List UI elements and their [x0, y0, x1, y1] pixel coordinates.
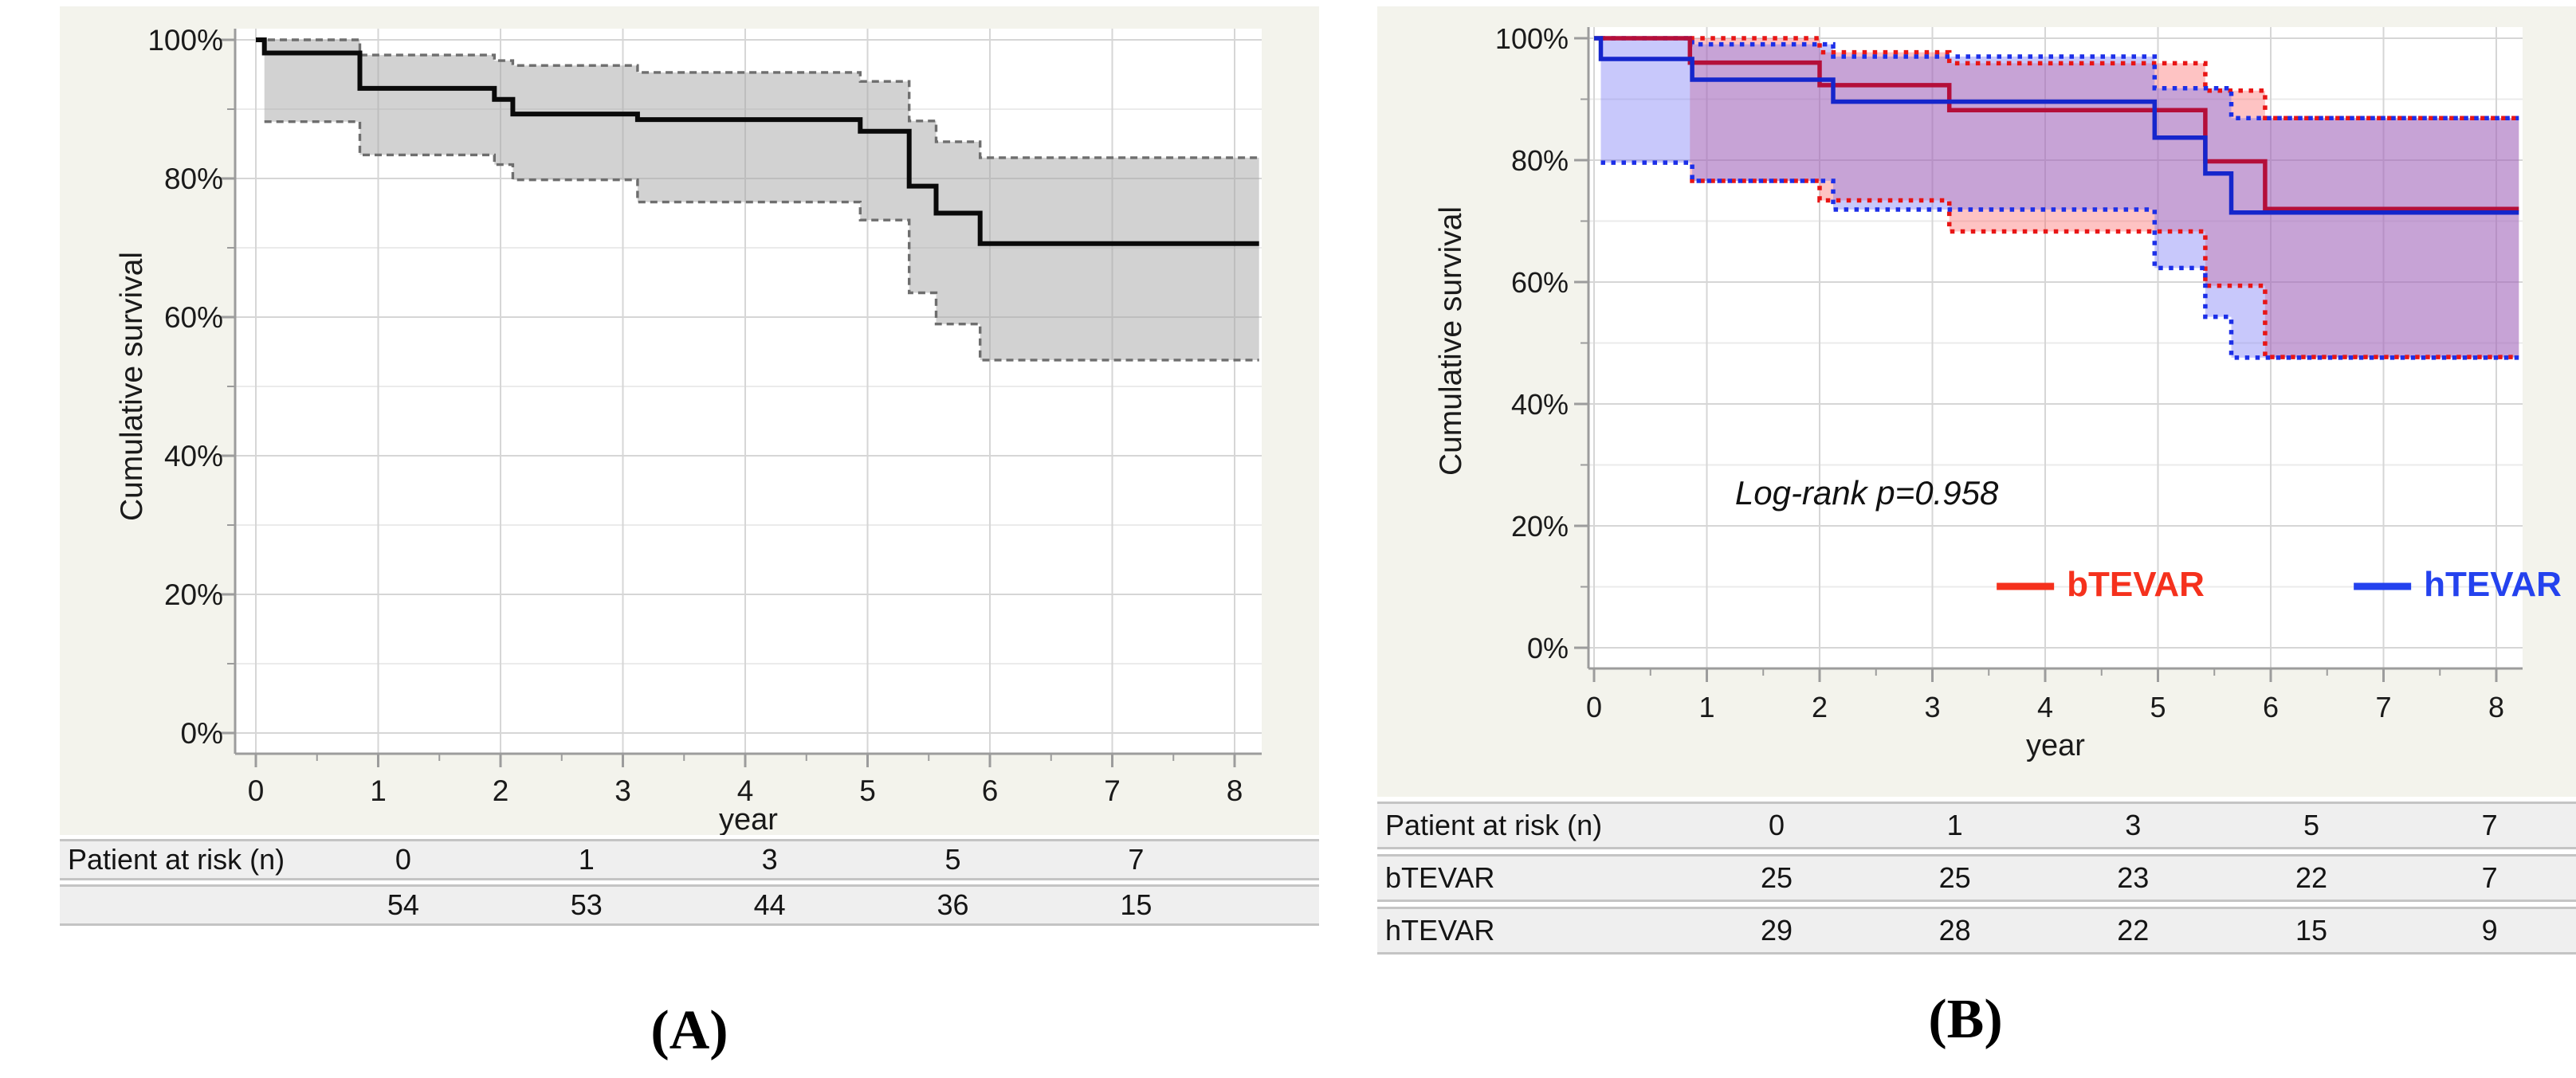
- axes: [221, 29, 1262, 767]
- risk-row-label: hTEVAR: [1385, 914, 1495, 947]
- legend-label-htevar: hTEVAR: [2424, 565, 2562, 604]
- survival-curve-all patients: [256, 37, 1259, 246]
- x-tick-label: 1: [370, 774, 387, 807]
- y-tick-label: 40%: [1511, 388, 1569, 421]
- y-tick-label: 60%: [1511, 266, 1569, 299]
- risk-count-cell: 54: [387, 888, 419, 921]
- risk-count-cell: 1: [1946, 809, 1963, 841]
- x-tick-label: 4: [737, 774, 754, 807]
- major-gridlines: [1588, 27, 2523, 668]
- risk-count-cell: 36: [937, 888, 969, 921]
- x-tick-label: 4: [2037, 691, 2053, 723]
- x-tick-label: 6: [2263, 691, 2279, 723]
- x-tick-label: 8: [1227, 774, 1243, 807]
- risk-count-cell: 3: [2125, 809, 2142, 841]
- panel-b: 0% 20% 40% 60% 80% 100% 0 1 2 3 4 5 6 7 8 year Cumulativ…: [1355, 6, 2576, 1052]
- risk-count-cell: 0: [395, 843, 411, 876]
- x-tick-label: 6: [982, 774, 999, 807]
- risk-count-cell: 22: [2295, 861, 2327, 894]
- y-tick-label: 80%: [1511, 144, 1569, 177]
- ci-upper-btevar: [1690, 36, 2519, 120]
- ci-lower-btevar: [1690, 178, 2519, 359]
- risk-count-cell: 44: [753, 888, 786, 921]
- risk-table-row: 54 53 44 36 15: [60, 884, 1319, 926]
- risk-count-cell: 53: [570, 888, 603, 921]
- x-tick-label: 2: [493, 774, 509, 807]
- risk-count-cell: 7: [2481, 809, 2498, 841]
- risk-count-cell: 28: [1938, 914, 1971, 947]
- x-tick-label: 1: [1698, 691, 1714, 723]
- km-plot-a: 0% 20% 40% 60% 80% 100% 0 1 2 3 4 5 6 7 8 year Cumulativ…: [60, 6, 1319, 835]
- ci-lower-all patients: [264, 120, 1259, 362]
- x-tick-label: 2: [1812, 691, 1828, 723]
- risk-table-row: Patient at risk (n) 0 1 3 5 7: [60, 839, 1319, 880]
- risk-count-cell: 1: [578, 843, 595, 876]
- risk-table-row: Patient at risk (n) 0 1 3 5 7: [1377, 802, 2576, 849]
- y-axis-title: Cumulative survival: [1434, 206, 1468, 476]
- risk-count-cell: 9: [2481, 914, 2498, 947]
- risk-count-cell: 29: [1760, 914, 1793, 947]
- risk-count-cell: 23: [2117, 861, 2150, 894]
- risk-table-header-label: Patient at risk (n): [68, 843, 285, 876]
- risk-count-cell: 5: [944, 843, 961, 876]
- plot-area: [1588, 27, 2523, 668]
- risk-count-cell: 15: [1120, 888, 1153, 921]
- y-tick-label: 60%: [164, 301, 223, 334]
- x-tick-label: 7: [1104, 774, 1121, 807]
- risk-table-header-label: Patient at risk (n): [1385, 809, 1603, 841]
- ci-upper-all patients: [256, 38, 1259, 159]
- y-tick-label: 0%: [1527, 632, 1569, 664]
- risk-count-cell: 7: [2481, 861, 2498, 894]
- survival-curve-htevar: [1594, 36, 2519, 215]
- y-tick-label: 100%: [1495, 22, 1569, 55]
- y-axis-title: Cumulative survival: [115, 252, 149, 521]
- risk-row-label: bTEVAR: [1385, 861, 1495, 894]
- y-tick-label: 40%: [164, 440, 223, 472]
- x-tick-label: 5: [2150, 691, 2166, 723]
- major-gridlines: [235, 29, 1262, 754]
- y-tick-label: 80%: [164, 163, 223, 195]
- panel-b-caption: (B): [1928, 989, 2003, 1050]
- risk-count-cell: 25: [1760, 861, 1793, 894]
- y-tick-label: 20%: [164, 578, 223, 611]
- km-plot-b: 0% 20% 40% 60% 80% 100% 0 1 2 3 4 5 6 7 8 year Cumulativ…: [1377, 6, 2576, 797]
- x-tick-label: 7: [2375, 691, 2391, 723]
- risk-count-cell: 25: [1938, 861, 1971, 894]
- risk-count-cell: 5: [2303, 809, 2319, 841]
- x-tick-label: 3: [1924, 691, 1940, 723]
- y-tick-label: 100%: [147, 24, 223, 57]
- y-tick-label: 0%: [181, 717, 223, 750]
- risk-count-cell: 0: [1768, 809, 1785, 841]
- risk-count-cell: 22: [2117, 914, 2150, 947]
- axes: [1574, 27, 2523, 682]
- panel-a: 0% 20% 40% 60% 80% 100% 0 1 2 3 4 5 6 7 8 year Cumulativ…: [60, 6, 1319, 1063]
- risk-table-b: Patient at risk (n) 0 1 3 5 7 bTEVAR 25 25 23 22 7 h…: [1355, 802, 2576, 955]
- panel-a-caption: (A): [650, 1000, 728, 1061]
- ci-lower-htevar: [1600, 160, 2519, 360]
- x-axis-title: year: [719, 803, 778, 835]
- x-tick-label: 8: [2488, 691, 2504, 723]
- ci-upper-htevar: [1600, 36, 2519, 120]
- x-axis-title: year: [2026, 729, 2085, 762]
- risk-count-cell: 15: [2295, 914, 2327, 947]
- logrank-annotation: Log-rank p=0.958: [1735, 474, 1999, 512]
- x-tick-label: 3: [615, 774, 631, 807]
- risk-table-row: bTEVAR 25 25 23 22 7: [1377, 854, 2576, 902]
- risk-count-cell: 7: [1128, 843, 1145, 876]
- x-tick-label: 0: [248, 774, 265, 807]
- y-tick-label: 20%: [1511, 510, 1569, 543]
- risk-count-cell: 3: [761, 843, 778, 876]
- ci-band-btevar: [1690, 38, 2519, 358]
- risk-table-a: Patient at risk (n) 0 1 3 5 7 54 53 44 36 15: [60, 839, 1319, 926]
- risk-table-row: hTEVAR 29 28 22 15 9: [1377, 907, 2576, 955]
- x-tick-label: 5: [859, 774, 876, 807]
- ci-band-all-patients: [264, 40, 1259, 360]
- x-tick-label: 0: [1586, 691, 1602, 723]
- legend-label-btevar: bTEVAR: [2067, 565, 2205, 604]
